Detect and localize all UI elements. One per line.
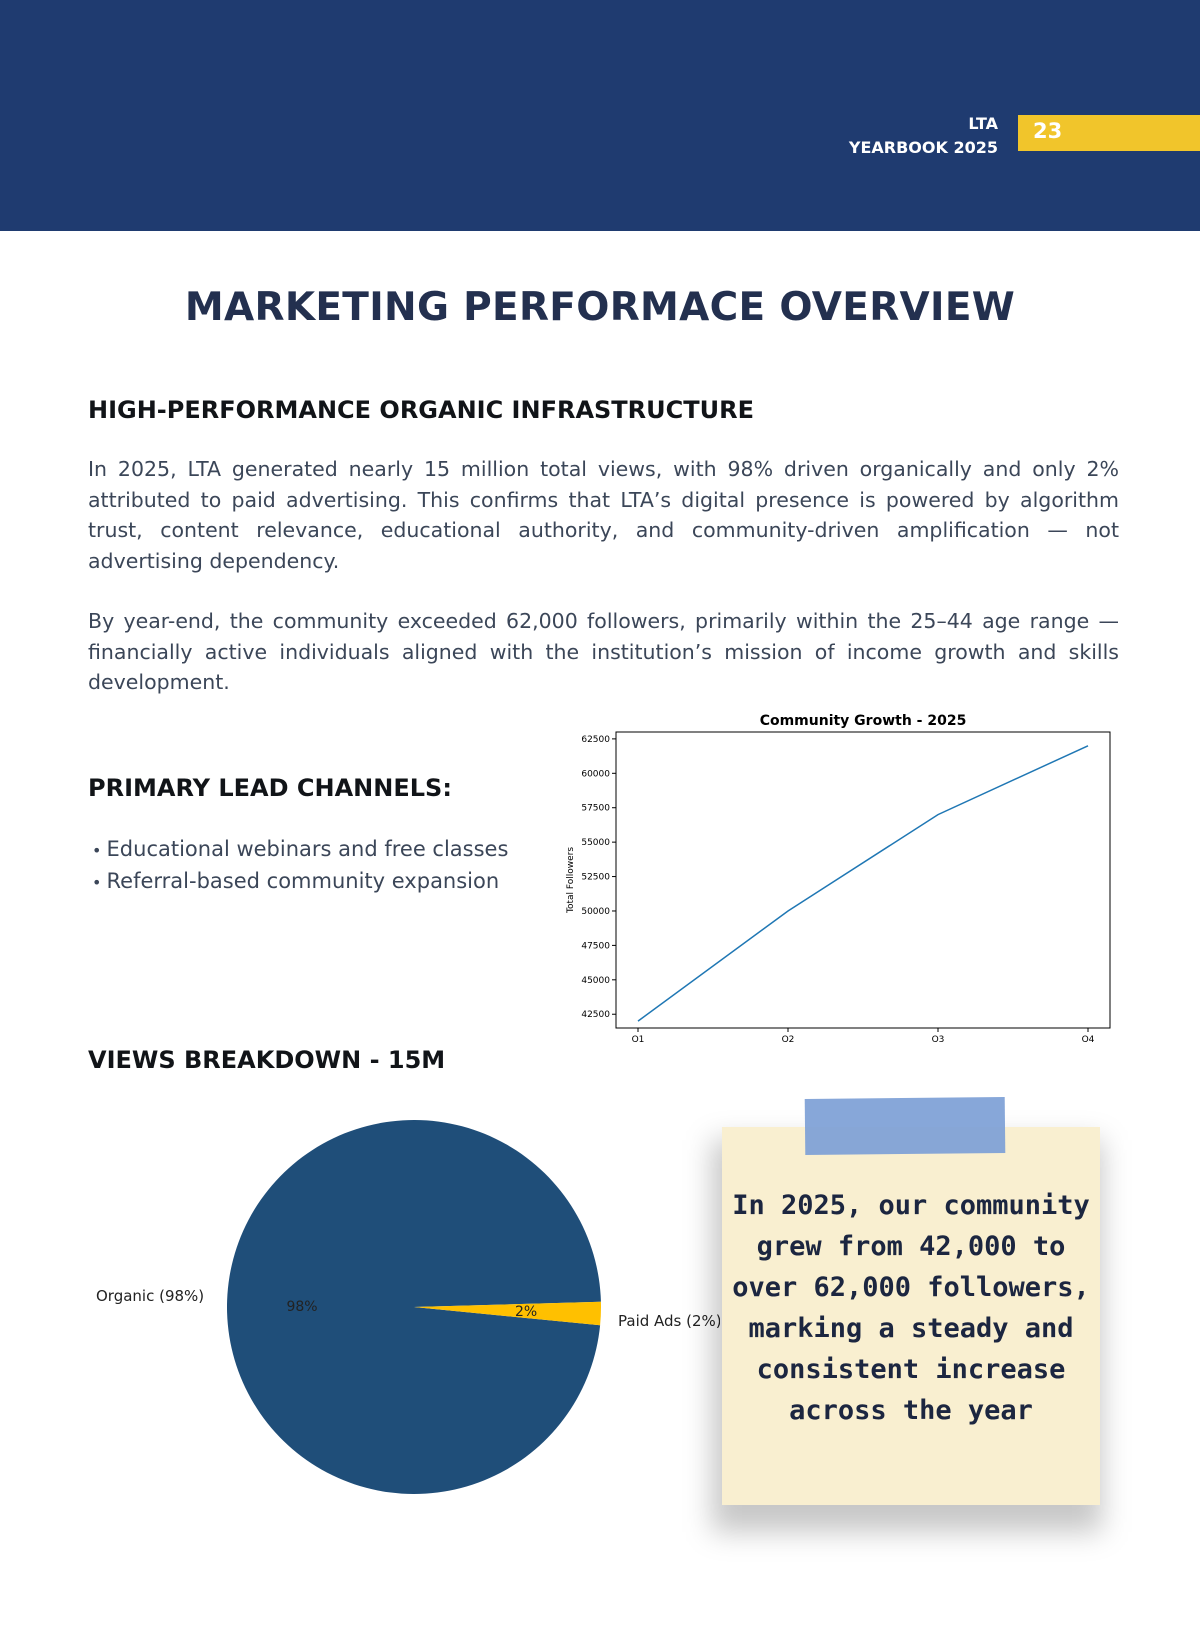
sticky-note-text: In 2025, our community grew from 42,000 …	[732, 1190, 1090, 1426]
y-tick-label: 60000	[581, 769, 610, 779]
y-tick-label: 57500	[581, 804, 610, 814]
pie-pct-label-paid-ads: 2%	[515, 1304, 537, 1320]
list-item: Referral-based community expansion	[92, 866, 508, 898]
paragraph-community: By year-end, the community exceeded 62,0…	[88, 609, 1119, 694]
x-tick-label: Q3	[932, 1035, 945, 1042]
pie-pct-label-organic: 98%	[286, 1299, 317, 1315]
tape-strip	[804, 1096, 1006, 1156]
header-band: LTA YEARBOOK 2025 23	[0, 0, 1200, 231]
section-heading-views-breakdown: VIEWS BREAKDOWN - 15M	[88, 1046, 446, 1074]
pie-slice-paid-ads	[414, 1301, 601, 1326]
y-tick-label: 50000	[581, 907, 610, 917]
pie-label-organic: Organic (98%)	[96, 1287, 204, 1305]
lead-channel-list: Educational webinars and free classes Re…	[92, 834, 509, 898]
page-number-tab: 23	[1018, 115, 1200, 151]
x-tick-label: Q4	[1082, 1035, 1095, 1042]
section-heading-lead-channels: PRIMARY LEAD CHANNELS:	[88, 774, 452, 802]
views-breakdown-pie-chart: 98% 2% Organic (98%) Paid Ads (2%)	[96, 1120, 720, 1495]
list-item: Educational webinars and free classes	[92, 834, 509, 866]
community-growth-chart: Community Growth - 2025 42500 45000 47500 50…	[566, 713, 1111, 1042]
y-tick-label: 47500	[581, 941, 610, 951]
followers-series-line	[637, 745, 1089, 1022]
paragraph-views: In 2025, LTA generated nearly 15 million…	[88, 457, 1119, 573]
page-number: 23	[1033, 119, 1063, 143]
plot-frame	[615, 731, 1111, 1029]
y-tick-label: 52500	[581, 873, 610, 883]
y-tick-label: 45000	[581, 976, 610, 986]
pie-slice-organic	[226, 1120, 601, 1495]
y-tick-label: 62500	[581, 735, 610, 745]
yearbook-label: YEARBOOK 2025	[848, 138, 998, 157]
brand-name: LTA	[968, 114, 998, 133]
chart-title: Community Growth - 2025	[760, 713, 967, 729]
y-tick-label: 42500	[581, 1010, 610, 1020]
page-title: MARKETING PERFORMACE OVERVIEW	[184, 285, 1016, 330]
pie-label-paid-ads: Paid Ads (2%)	[618, 1312, 720, 1330]
x-tick-label: Q2	[782, 1035, 795, 1042]
y-tick-label: 55000	[581, 838, 610, 848]
section-heading-organic: HIGH-PERFORMANCE ORGANIC INFRASTRUCTURE	[88, 396, 754, 424]
x-tick-label: Q1	[632, 1035, 645, 1042]
y-axis-label: Total Followers	[566, 847, 576, 914]
sticky-note	[722, 1127, 1100, 1505]
